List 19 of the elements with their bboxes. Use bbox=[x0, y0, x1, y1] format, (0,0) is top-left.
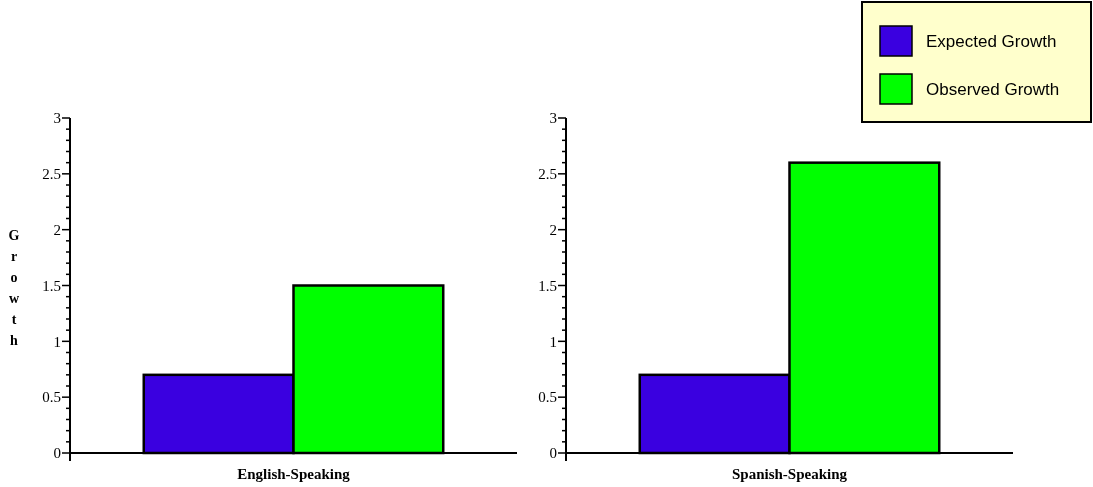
y-tick-label: 1.5 bbox=[538, 277, 557, 294]
y-axis-title: Growth bbox=[8, 228, 20, 348]
y-tick-label: 0.5 bbox=[42, 389, 61, 406]
legend-label: Observed Growth bbox=[926, 80, 1060, 99]
y-tick-label: 1 bbox=[53, 333, 61, 350]
y-tick-label: 2.5 bbox=[42, 166, 61, 183]
y-tick-label: 1 bbox=[549, 333, 557, 350]
y-tick-label: 2.5 bbox=[538, 166, 557, 183]
y-tick-label: 2 bbox=[53, 221, 61, 238]
y-tick-label: 0 bbox=[549, 445, 557, 462]
y-tick-label: 1.5 bbox=[42, 277, 61, 294]
x-tick-label: English-Speaking bbox=[237, 466, 351, 482]
y-tick-label: 3 bbox=[549, 110, 557, 127]
y-tick-label: 3 bbox=[53, 110, 61, 127]
y-tick-label: 0.5 bbox=[538, 389, 557, 406]
x-tick-label: Spanish-Speaking bbox=[731, 466, 848, 482]
legend-label: Expected Growth bbox=[926, 32, 1057, 51]
y-tick-label: 0 bbox=[53, 445, 61, 462]
y-tick-label: 2 bbox=[549, 221, 557, 238]
